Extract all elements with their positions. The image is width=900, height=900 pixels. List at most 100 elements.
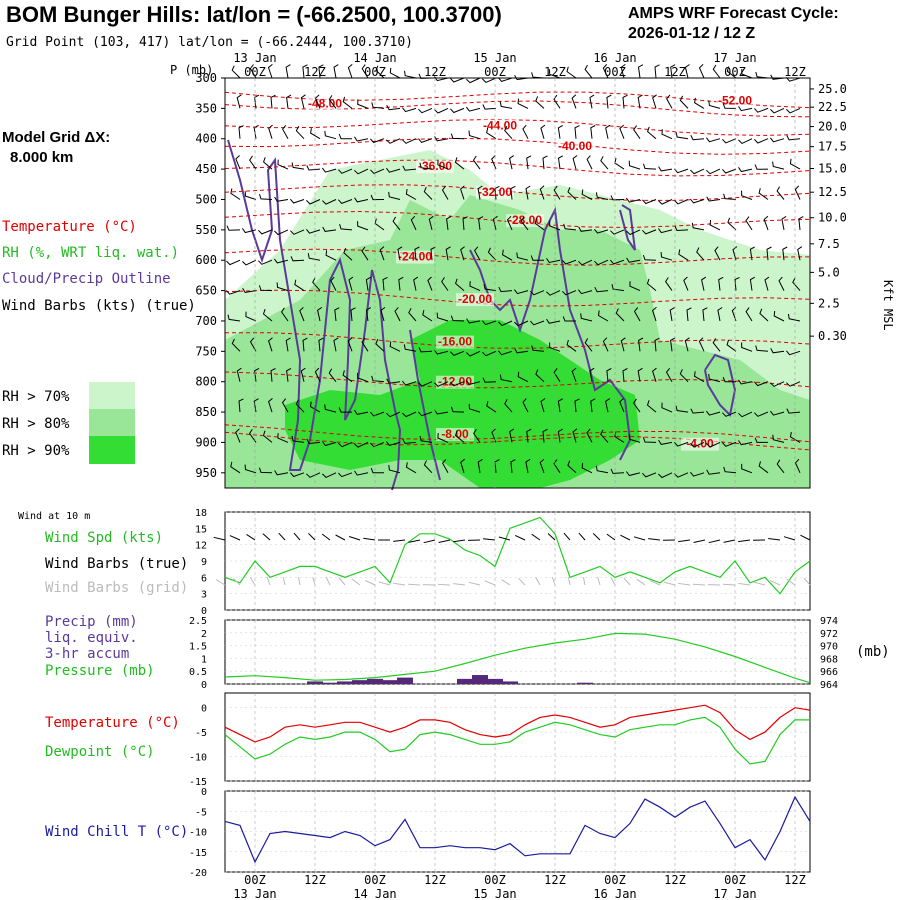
wind-barb xyxy=(792,277,801,291)
height-tick-label: 2.5 xyxy=(818,296,840,310)
wind-barb xyxy=(722,103,737,109)
wind-barb xyxy=(450,107,465,114)
wind-barb xyxy=(365,276,371,291)
wind-barb xyxy=(235,428,241,443)
wind-barb xyxy=(674,199,689,205)
cloud-outline-2 xyxy=(409,329,441,481)
y-tick-label: 18 xyxy=(195,508,207,519)
wind-barb xyxy=(482,350,497,357)
wind-barb xyxy=(619,398,625,413)
wind-barb-grid xyxy=(408,583,421,586)
height-tick-label: 25.0 xyxy=(818,82,847,96)
legend-wind-barbs: Wind Barbs (kts) (true) xyxy=(2,298,196,314)
wind-barb-grid xyxy=(364,579,376,586)
wind-barb-true xyxy=(648,538,661,541)
wind-barb-true xyxy=(278,532,286,541)
wind-barb-grid xyxy=(437,583,451,586)
top-time-label: 00Z xyxy=(364,65,386,79)
bottom-date-label: 16 Jan xyxy=(593,887,636,900)
wind-barb xyxy=(314,94,321,109)
wind-barb xyxy=(578,226,593,232)
wind-barb xyxy=(450,133,465,140)
wind-barb xyxy=(342,96,353,109)
wind-barb xyxy=(419,435,433,443)
wind-barb xyxy=(535,96,545,109)
precip-bar xyxy=(307,681,323,684)
wind-barb xyxy=(499,374,513,383)
wind-barb xyxy=(267,64,273,79)
wind-barb xyxy=(433,349,449,355)
bottom-time-label: 12Z xyxy=(664,873,686,887)
wind-barb xyxy=(436,312,449,322)
wind-barb xyxy=(302,64,308,79)
wind-barb xyxy=(625,471,641,477)
wind-barb xyxy=(428,215,434,231)
wind-barb xyxy=(776,459,785,474)
wind-barb xyxy=(755,71,769,79)
wind-barb xyxy=(517,98,529,109)
wind-barb xyxy=(291,435,305,443)
wind-barb xyxy=(226,259,241,266)
wind-barb xyxy=(674,472,689,478)
wind-barb xyxy=(770,348,785,354)
y-tick-label: 15 xyxy=(195,524,207,535)
wind-barb xyxy=(274,470,289,476)
wind-barb xyxy=(322,167,337,173)
wind-barb xyxy=(642,229,657,235)
wind-barb xyxy=(226,225,241,231)
wind-barb-grid xyxy=(678,582,691,586)
wind-barb xyxy=(690,408,705,414)
wind-barb xyxy=(520,216,529,231)
contour-label-bg xyxy=(436,427,474,441)
wind-barb xyxy=(338,168,353,174)
wind-barb xyxy=(522,124,529,139)
wind-barb xyxy=(642,437,657,443)
cloud-outline-4 xyxy=(619,204,636,251)
wind-barb xyxy=(749,276,756,291)
wind-barb xyxy=(441,459,449,474)
wind-barb xyxy=(755,345,769,352)
wind-barb xyxy=(291,162,305,170)
windchill-line xyxy=(224,795,811,864)
wind-barb xyxy=(466,106,481,112)
wind-barb-grid xyxy=(393,582,406,586)
wind-barb xyxy=(253,124,259,139)
height-tick-label: 17.5 xyxy=(818,140,847,154)
wind-barb xyxy=(789,431,801,443)
wind-barb xyxy=(643,163,657,170)
windchill-panel-frame xyxy=(224,790,811,873)
wind-barb xyxy=(465,380,481,385)
wind-barb xyxy=(318,337,324,352)
wind-barb xyxy=(499,101,513,109)
legend-wind-barbs-true: Wind Barbs (true) xyxy=(45,556,188,572)
wind-barb xyxy=(468,403,481,413)
wind-barb xyxy=(375,65,385,79)
cross-section-panel: -52.00-48.00-44.00-40.00-36.00-32.00-28.… xyxy=(195,63,847,491)
wind-barb xyxy=(249,337,257,352)
wind-barb xyxy=(306,228,321,234)
wind-barb xyxy=(600,429,609,443)
wind-barb xyxy=(745,216,753,231)
wind-barb xyxy=(249,64,257,79)
wind-barb xyxy=(709,219,721,231)
wind-barb xyxy=(693,371,705,383)
wind-barb xyxy=(546,318,561,324)
wind-barb xyxy=(530,290,545,296)
wind-barb xyxy=(414,246,420,261)
y-tick-label: 1 xyxy=(201,654,207,665)
wind-barb xyxy=(259,194,273,200)
wind-barb xyxy=(423,460,433,474)
height-tick-label: 0.30 xyxy=(818,329,847,343)
wind-speed-line xyxy=(224,516,811,595)
wind-barb xyxy=(557,124,563,139)
wind-barb xyxy=(434,409,449,415)
wind-barb-true xyxy=(578,532,586,541)
wind-barb xyxy=(270,368,276,382)
wind-barb xyxy=(268,337,273,352)
wind-barb xyxy=(606,94,612,109)
wind-barb xyxy=(572,155,578,170)
wind-barb xyxy=(786,135,801,141)
wind-barb xyxy=(581,462,593,474)
wind-barb-grid xyxy=(623,577,631,586)
wind-barb-true xyxy=(606,533,616,541)
